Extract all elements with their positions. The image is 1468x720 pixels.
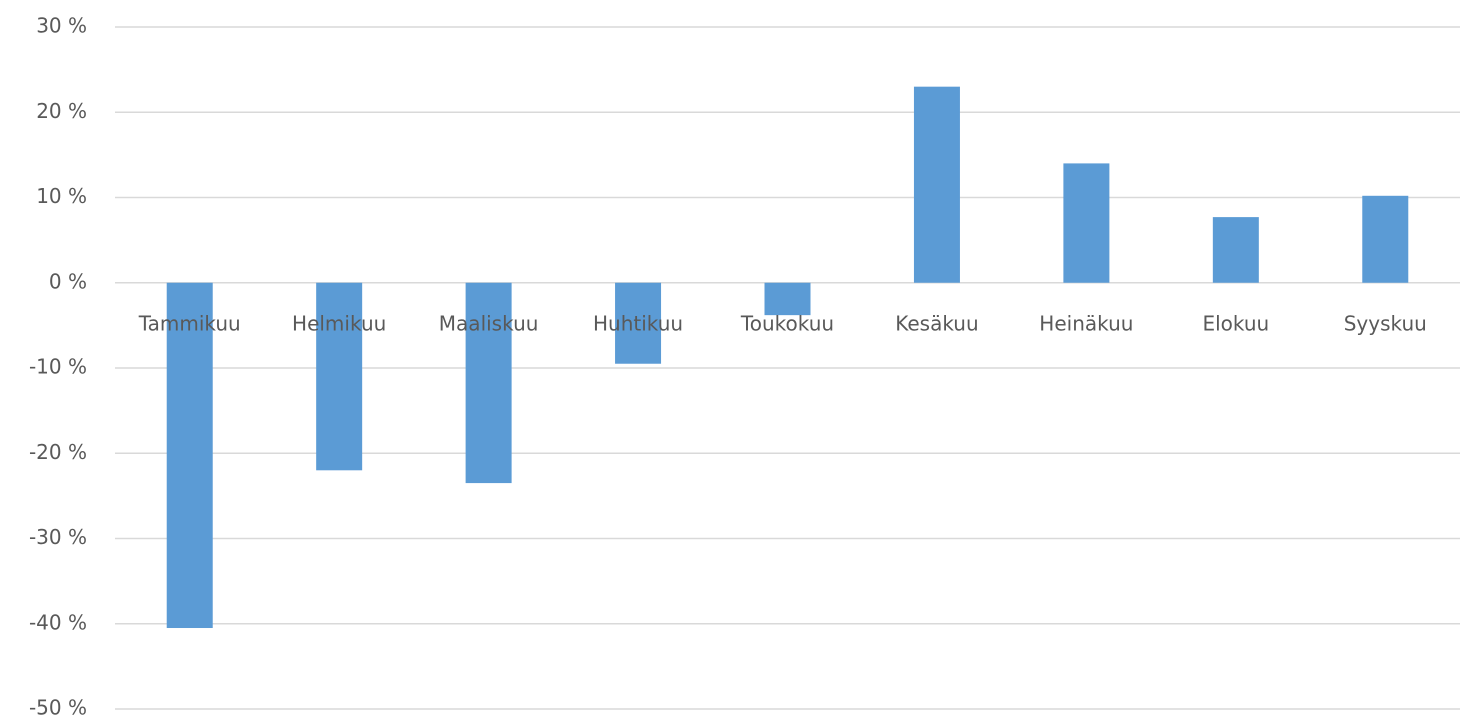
y-tick-label: 0 % <box>49 269 87 293</box>
y-tick-label: 10 % <box>36 184 87 208</box>
bar <box>1362 195 1409 283</box>
y-tick-label: -50 % <box>29 696 87 720</box>
bar <box>1063 163 1110 283</box>
bar <box>316 282 363 471</box>
y-tick-label: -10 % <box>29 355 87 379</box>
x-tick-label: Helmikuu <box>292 311 386 335</box>
x-tick-label: Heinäkuu <box>1039 311 1133 335</box>
x-tick-label: Tammikuu <box>138 311 241 335</box>
x-tick-label: Toukokuu <box>740 311 834 335</box>
bar <box>913 86 960 283</box>
x-tick-label: Huhtikuu <box>593 311 683 335</box>
x-tick-label: Kesäkuu <box>895 311 978 335</box>
x-tick-label: Elokuu <box>1202 311 1269 335</box>
bar <box>166 282 213 629</box>
y-tick-label: 20 % <box>36 99 87 123</box>
bar <box>615 282 662 364</box>
y-tick-label: -40 % <box>29 610 87 634</box>
bar <box>1212 217 1259 283</box>
y-tick-label: 30 % <box>36 14 87 38</box>
y-tick-label: -30 % <box>29 525 87 549</box>
x-tick-label: Syyskuu <box>1344 311 1427 335</box>
bar <box>465 282 512 484</box>
x-tick-label: Maaliskuu <box>439 311 539 335</box>
bar <box>764 282 811 316</box>
y-tick-label: -20 % <box>29 440 87 464</box>
